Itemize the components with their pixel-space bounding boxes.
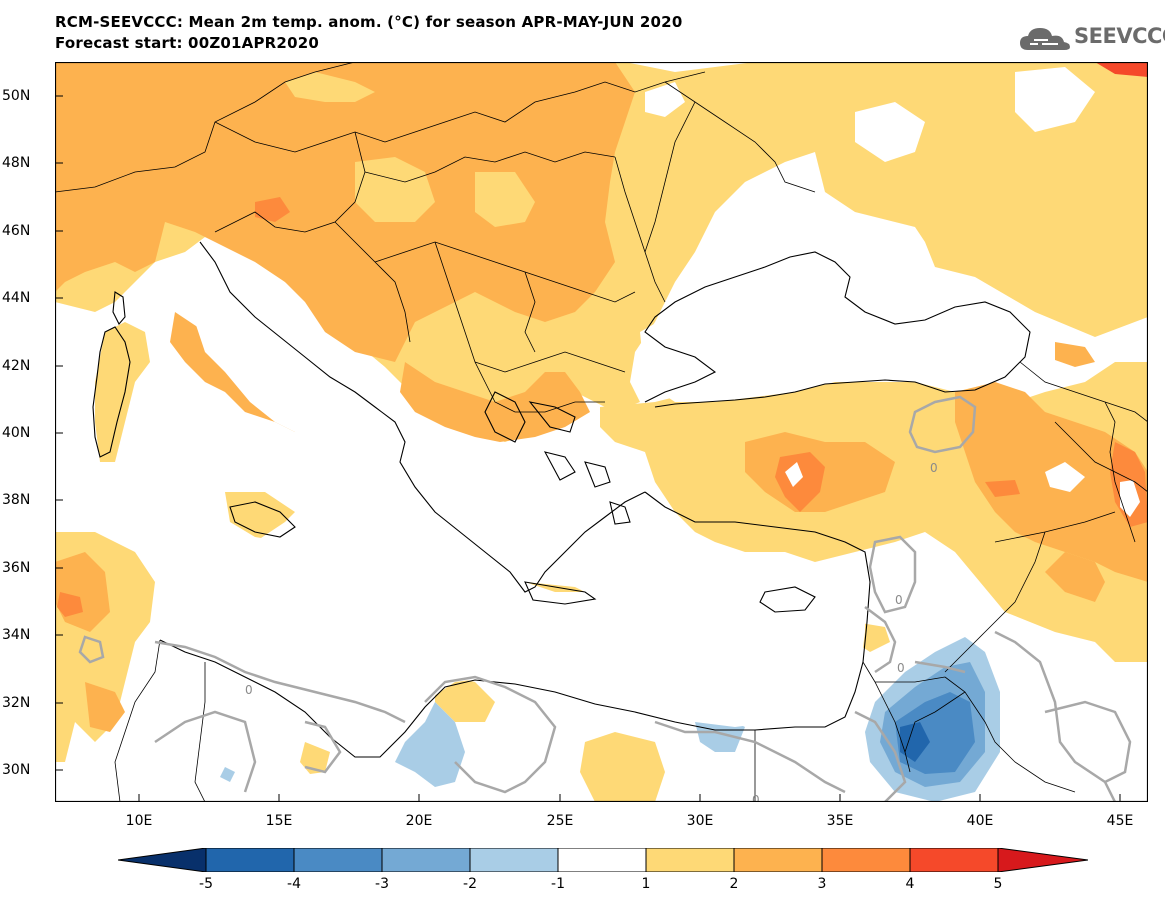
- lat-label: 50N: [2, 88, 31, 104]
- map-title: RCM-SEEVCCC: Mean 2m temp. anom. (°C) fo…: [55, 12, 682, 54]
- colorbar-label: 5: [993, 876, 1003, 892]
- colorbar-segment: [381, 848, 471, 872]
- cloud-icon: [1020, 28, 1070, 50]
- colorbar-label: 2: [729, 876, 739, 892]
- lat-label: 48N: [2, 155, 31, 171]
- colorbar-label: -2: [463, 876, 477, 892]
- lon-label: 45E: [1106, 813, 1134, 829]
- contour-label: 0: [245, 683, 253, 697]
- colorbar-segment: [469, 848, 559, 872]
- lon-label: 30E: [686, 813, 714, 829]
- lat-label: 42N: [2, 358, 31, 374]
- lon-label: 25E: [546, 813, 574, 829]
- lat-label: 46N: [2, 223, 31, 239]
- anomaly-white-holes: [645, 67, 1140, 517]
- colorbar-segment: [118, 848, 207, 872]
- colorbar-label: 3: [817, 876, 827, 892]
- contour-labels: 0 0 0 0 0: [245, 461, 938, 802]
- logo-text: SEEVCCC: [1074, 24, 1165, 48]
- temperature-anomaly-map: 0 0 0 0 0: [55, 62, 1148, 802]
- colorbar-segment: [733, 848, 823, 872]
- lat-label: 36N: [2, 560, 31, 576]
- title-line-1: RCM-SEEVCCC: Mean 2m temp. anom. (°C) fo…: [55, 13, 683, 31]
- colorbar-segment: [909, 848, 999, 872]
- lat-label: 38N: [2, 492, 31, 508]
- colorbar-segment: [557, 848, 647, 872]
- title-line-2: Forecast start: 00Z01APR2020: [55, 34, 319, 52]
- zero-contours: [78, 395, 1132, 802]
- colorbar-segment: [821, 848, 911, 872]
- colorbar-segment: [205, 848, 295, 872]
- lon-label: 40E: [966, 813, 994, 829]
- colorbar-label: -1: [551, 876, 565, 892]
- lon-label: 35E: [826, 813, 854, 829]
- coastlines: [92, 241, 1031, 758]
- colorbar: [118, 848, 1088, 872]
- lon-label: 15E: [265, 813, 293, 829]
- colorbar-label: -4: [287, 876, 301, 892]
- contour-label: 0: [752, 793, 760, 802]
- sea-areas: [155, 262, 1030, 752]
- lon-label: 10E: [125, 813, 153, 829]
- colorbar-segment: [293, 848, 383, 872]
- seevccc-logo: SEEVCCC: [1018, 22, 1165, 54]
- contour-label: 0: [930, 461, 938, 475]
- lon-label: 20E: [405, 813, 433, 829]
- lat-label: 40N: [2, 425, 31, 441]
- contour-label: 0: [895, 593, 903, 607]
- colorbar-label: -3: [375, 876, 389, 892]
- lat-label: 34N: [2, 627, 31, 643]
- country-borders: [55, 62, 1148, 802]
- lat-label: 44N: [2, 290, 31, 306]
- axis-ticks: [55, 95, 1121, 802]
- colorbar-label: 4: [905, 876, 915, 892]
- colorbar-label: 1: [641, 876, 651, 892]
- colorbar-segment: [645, 848, 735, 872]
- colorbar-label: -5: [199, 876, 213, 892]
- contour-label: 0: [897, 661, 905, 675]
- map-frame: [55, 62, 1148, 802]
- colorbar-segment: [997, 848, 1088, 872]
- lat-label: 30N: [2, 762, 31, 778]
- lat-label: 32N: [2, 695, 31, 711]
